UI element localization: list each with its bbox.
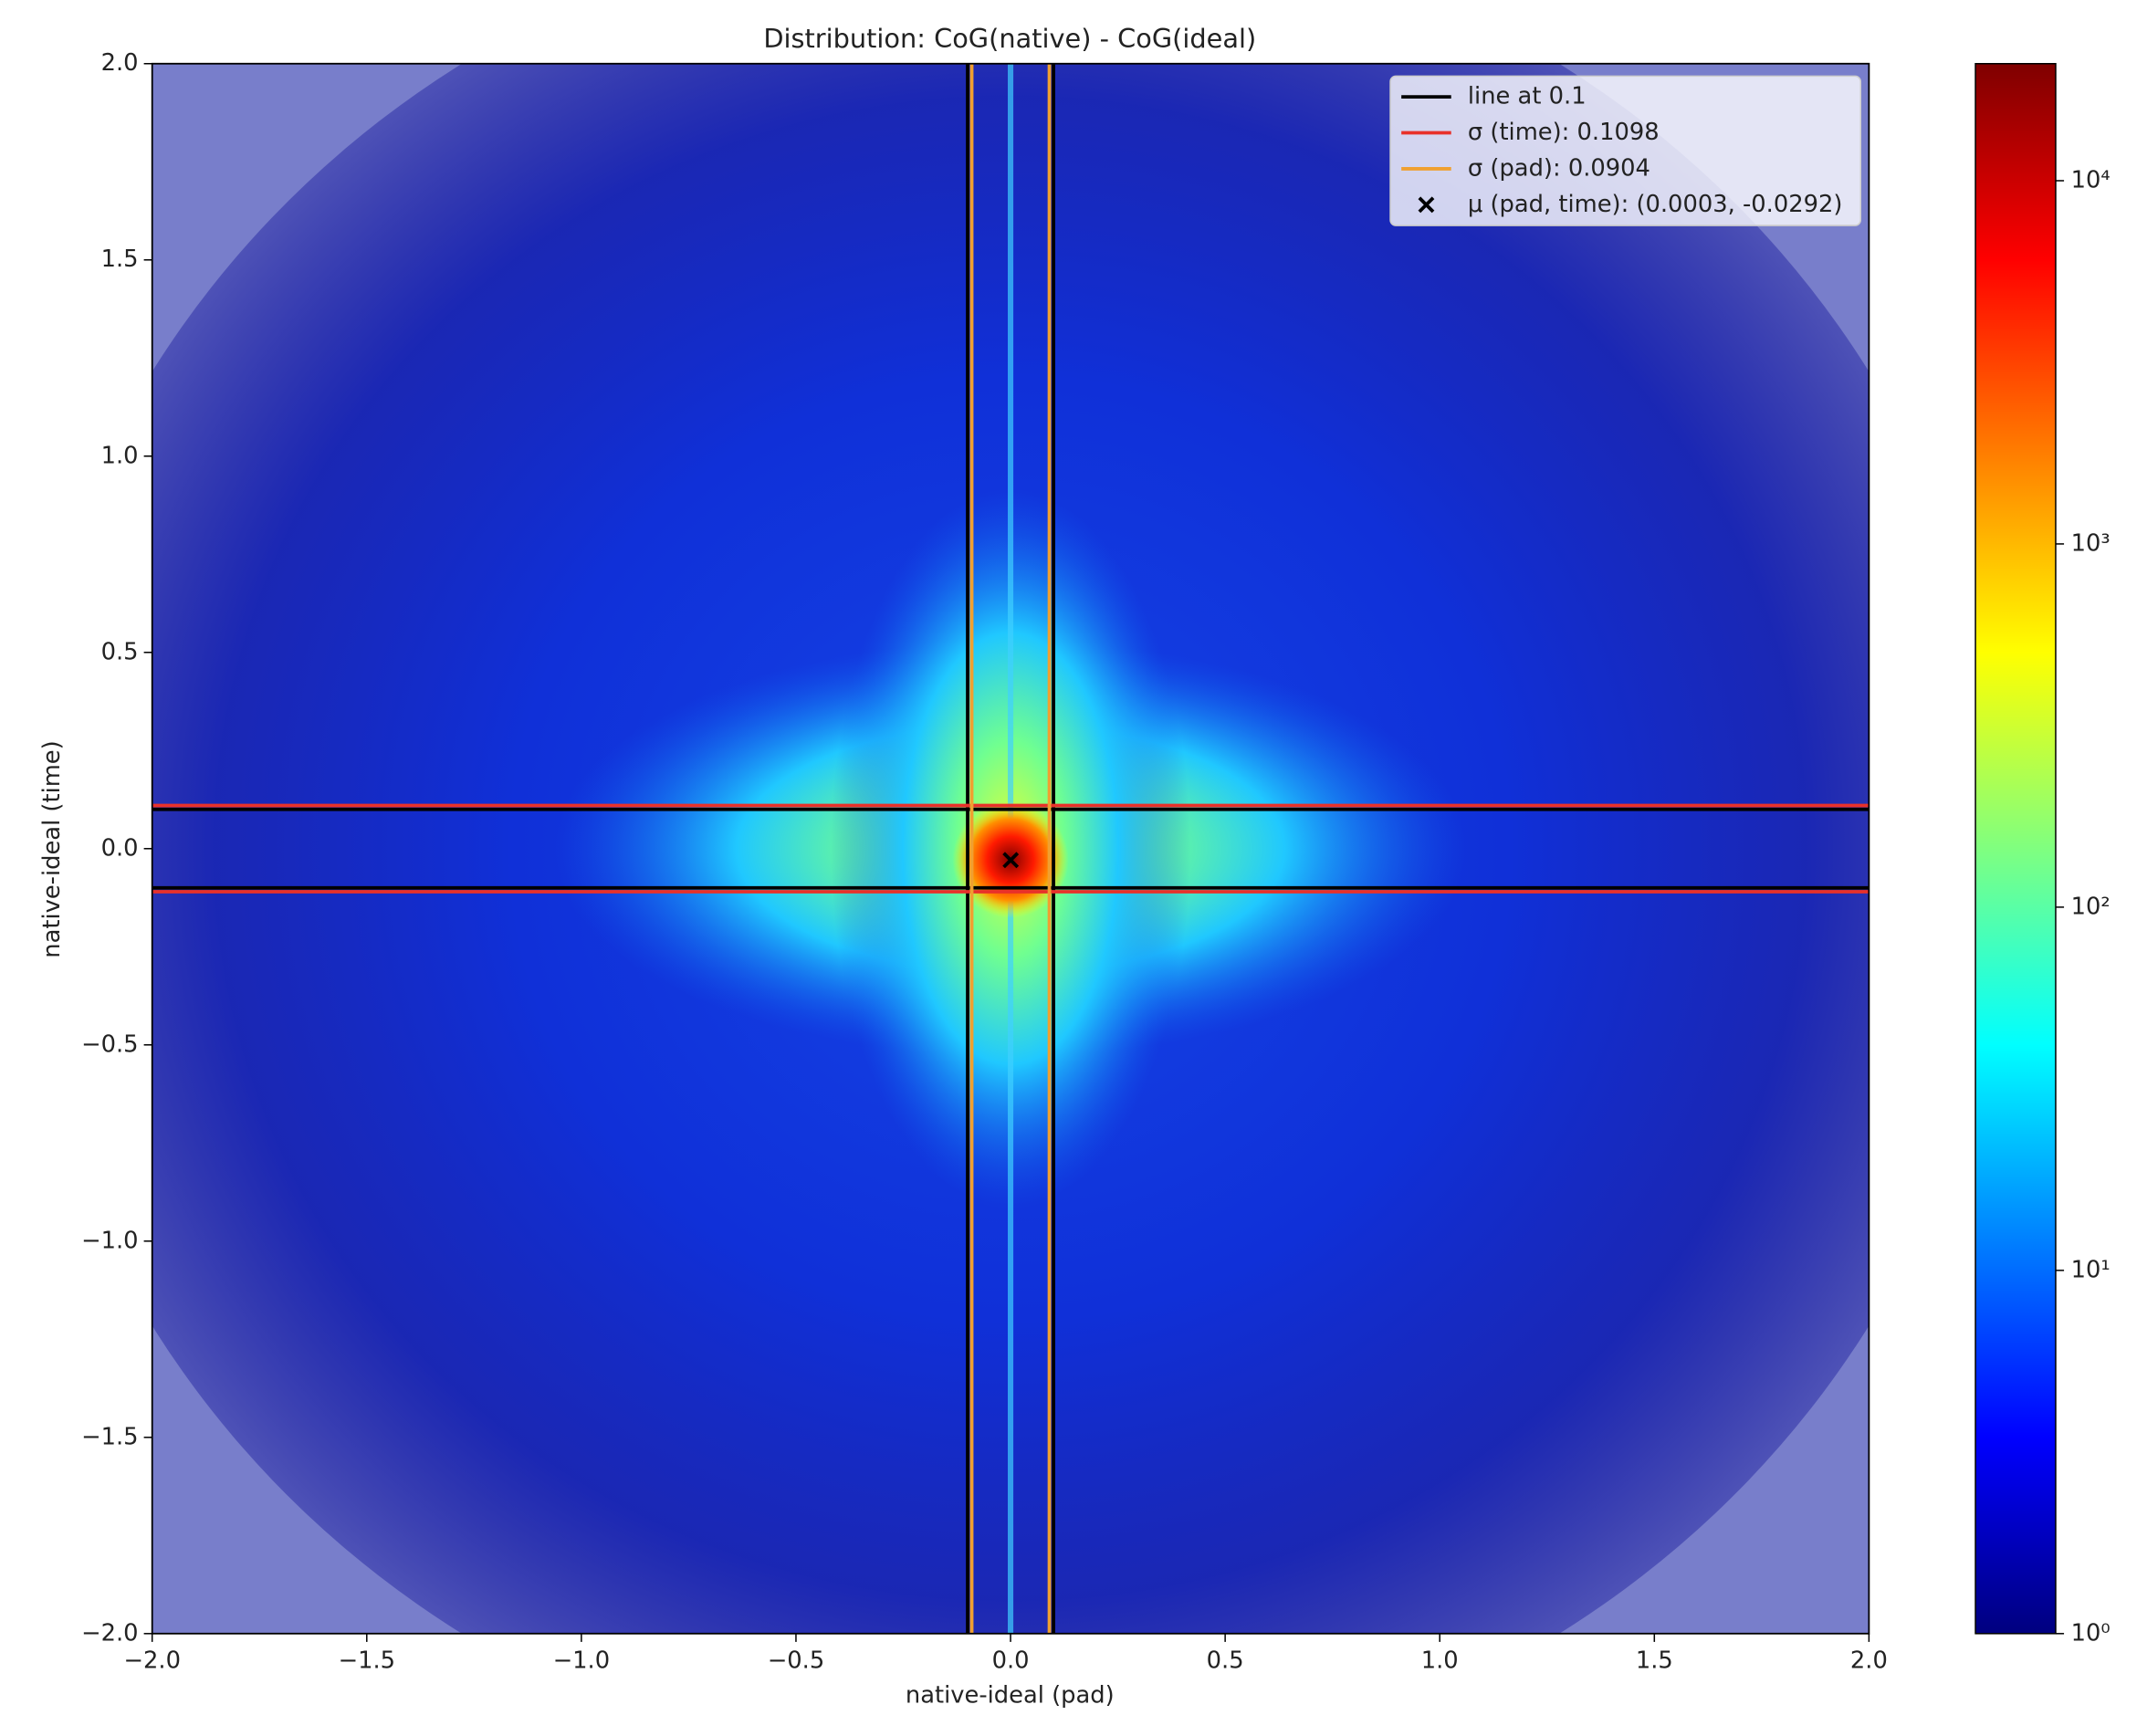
- legend-label: line at 0.1: [1468, 83, 1587, 110]
- legend-box: [1389, 75, 1862, 226]
- y-tick-label: 1.5: [101, 246, 139, 273]
- y-tick-label: −2.0: [81, 1619, 139, 1647]
- colorbar: [1974, 63, 2057, 1635]
- y-tick-label: 0.5: [101, 638, 139, 665]
- mean-marker: [1002, 852, 1020, 869]
- y-tick-label: 2.0: [101, 49, 139, 77]
- x-tick-label: 1.0: [1421, 1647, 1459, 1675]
- colorbar-tick-label: 10¹: [2071, 1256, 2110, 1283]
- x-tick-label: 1.5: [1636, 1647, 1673, 1675]
- colorbar-tick-label: 10⁰: [2071, 1619, 2110, 1647]
- legend: line at 0.1 σ (time): 0.1098 σ (pad): 0.09…: [1389, 75, 1862, 226]
- x-tick-label: −2.0: [123, 1647, 181, 1675]
- chart-title: Distribution: CoG(native) - CoG(ideal): [763, 23, 1256, 54]
- x-tick-label: 0.0: [992, 1647, 1030, 1675]
- density-layer: [152, 63, 1869, 1634]
- x-tick-label: 2.0: [1850, 1647, 1888, 1675]
- colorbar-tick-label: 10³: [2071, 529, 2110, 557]
- x-tick-label: 0.5: [1207, 1647, 1244, 1675]
- colorbar-tick-label: 10²: [2071, 893, 2110, 920]
- y-tick-label: −1.0: [81, 1227, 139, 1254]
- legend-label: μ (pad, time): (0.0003, -0.0292): [1468, 191, 1843, 218]
- legend-swatch: [1418, 196, 1435, 214]
- y-tick-label: −1.5: [81, 1423, 139, 1450]
- overlay-layer: [152, 63, 1869, 1634]
- colorbar-tick-label: 10⁴: [2071, 166, 2110, 193]
- y-axis-label: native-ideal (time): [38, 740, 66, 957]
- y-tick-label: 1.0: [101, 442, 139, 469]
- x-axis-label: native-ideal (pad): [906, 1682, 1115, 1710]
- legend-label: σ (pad): 0.0904: [1468, 154, 1650, 182]
- x-tick-label: −1.5: [339, 1647, 396, 1675]
- x-tick-label: −0.5: [768, 1647, 825, 1675]
- legend-label: σ (time): 0.1098: [1468, 119, 1660, 146]
- y-tick-label: −0.5: [81, 1030, 139, 1058]
- y-tick-label: 0.0: [101, 834, 139, 862]
- x-tick-label: −1.0: [553, 1647, 611, 1675]
